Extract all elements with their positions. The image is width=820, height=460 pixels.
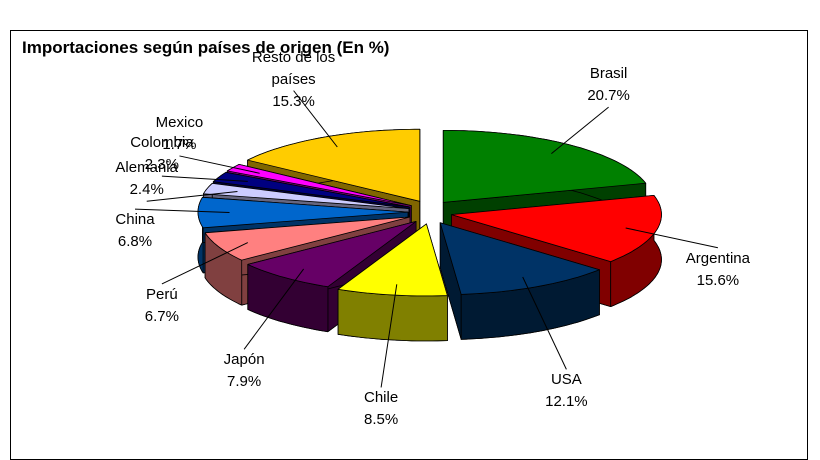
data-label: Chile 8.5% — [326, 387, 436, 431]
leader-line — [522, 276, 567, 370]
leader-line — [243, 268, 305, 350]
label-value: 12.1% — [545, 393, 588, 411]
slice-top — [337, 223, 448, 297]
slice-top — [442, 129, 647, 203]
slice-top — [212, 171, 411, 208]
slice-wall — [337, 288, 448, 342]
leader-line — [134, 208, 230, 213]
slice-top — [202, 182, 410, 210]
leader-line — [161, 175, 248, 182]
label-value: 6.7% — [144, 307, 179, 325]
slice-top — [247, 128, 421, 202]
label-value: 15.3% — [272, 92, 315, 110]
label-name: Brasil — [589, 65, 628, 83]
leader-line — [380, 284, 398, 388]
label-name: Mexico — [155, 113, 204, 131]
data-label: Alemania 2.4% — [92, 157, 202, 201]
data-label: Resto de los países 15.3% — [239, 47, 349, 113]
leader-line — [625, 227, 718, 249]
data-label: USA 12.1% — [511, 369, 621, 413]
chart-title: Importaciones según países de origen (En… — [22, 38, 390, 57]
slice-top — [247, 220, 417, 288]
leader-line — [146, 191, 238, 202]
slice-top — [439, 222, 600, 295]
slice-top — [197, 196, 409, 229]
label-name: Colombia — [130, 134, 194, 152]
label-value: 6.8% — [117, 233, 153, 251]
data-label: Colombia 2.3% — [107, 132, 217, 176]
leader-line — [179, 155, 260, 174]
label-value: 2.4% — [129, 181, 164, 199]
label-value: 7.9% — [227, 373, 262, 391]
label-value: 15.6% — [696, 271, 740, 289]
label-name: China — [115, 211, 155, 229]
data-label: Japón 7.9% — [189, 349, 299, 393]
label-name: Alemania — [115, 159, 178, 177]
label-value: 2.3% — [144, 156, 179, 174]
label-value: 1.7% — [162, 135, 197, 153]
data-label: Mexico 1.7% — [124, 112, 234, 156]
leader-line — [293, 90, 338, 148]
data-label: Argentina 15.6% — [663, 248, 773, 292]
label-name: Chile — [364, 389, 399, 407]
leader-line — [551, 106, 609, 155]
slice-top — [451, 194, 662, 263]
label-name: Argentina — [685, 249, 750, 267]
leader-line — [161, 242, 249, 285]
label-value: 20.7% — [587, 87, 630, 105]
data-label: Brasil 20.7% — [554, 63, 664, 107]
slice-top — [204, 216, 411, 261]
label-name: Perú — [146, 285, 178, 303]
data-label: China 6.8% — [80, 209, 190, 253]
pie-slice — [439, 222, 600, 340]
data-label: Perú 6.7% — [107, 284, 217, 328]
label-value: 8.5% — [363, 411, 399, 429]
label-name: USA — [550, 371, 582, 389]
label-name: Japón — [223, 351, 265, 369]
label-name: Resto de los países — [251, 48, 336, 88]
pie-slice — [337, 223, 448, 342]
